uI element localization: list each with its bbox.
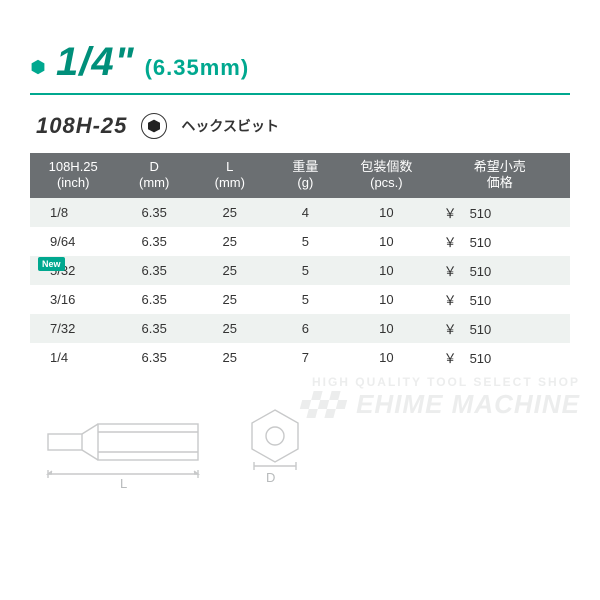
col-header: D(mm) (116, 153, 192, 198)
diagram-l-label: L (120, 476, 127, 491)
table-row: 9/646.3525510￥ 510 (30, 227, 570, 256)
table-row: 5/326.3525510￥ 510 (30, 256, 570, 285)
table-row: 3/166.3525510￥ 510 (30, 285, 570, 314)
hex-socket-icon (141, 113, 167, 139)
size-sub: (6.35mm) (145, 55, 250, 81)
diagram: L D (30, 402, 570, 492)
bit-side-diagram: L (40, 402, 210, 492)
product-row: 108H-25 ヘックスビット (30, 113, 570, 139)
product-label: ヘックスビット (181, 116, 279, 136)
table-row: 7/326.3525610￥ 510 (30, 314, 570, 343)
heading: 1/4" (6.35mm) (30, 40, 570, 85)
new-badge: New (38, 257, 65, 271)
table-row: 1/46.3525710￥ 510 (30, 343, 570, 372)
col-header: 包装個数(pcs.) (343, 153, 429, 198)
diagram-d-label: D (266, 470, 275, 485)
product-code: 108H-25 (36, 113, 127, 139)
col-header: 108H.25(inch) (30, 153, 116, 198)
col-header: 重量(g) (268, 153, 344, 198)
col-header: 希望小売価格 (430, 153, 570, 198)
hex-bullet-icon (30, 59, 46, 80)
bit-end-diagram: D (240, 402, 310, 492)
size-main: 1/4" (56, 40, 135, 85)
table-row: 1/86.3525410￥ 510 (30, 198, 570, 227)
col-header: L(mm) (192, 153, 268, 198)
divider (30, 93, 570, 95)
spec-table: 108H.25(inch)D(mm)L(mm)重量(g)包装個数(pcs.)希望… (30, 153, 570, 372)
